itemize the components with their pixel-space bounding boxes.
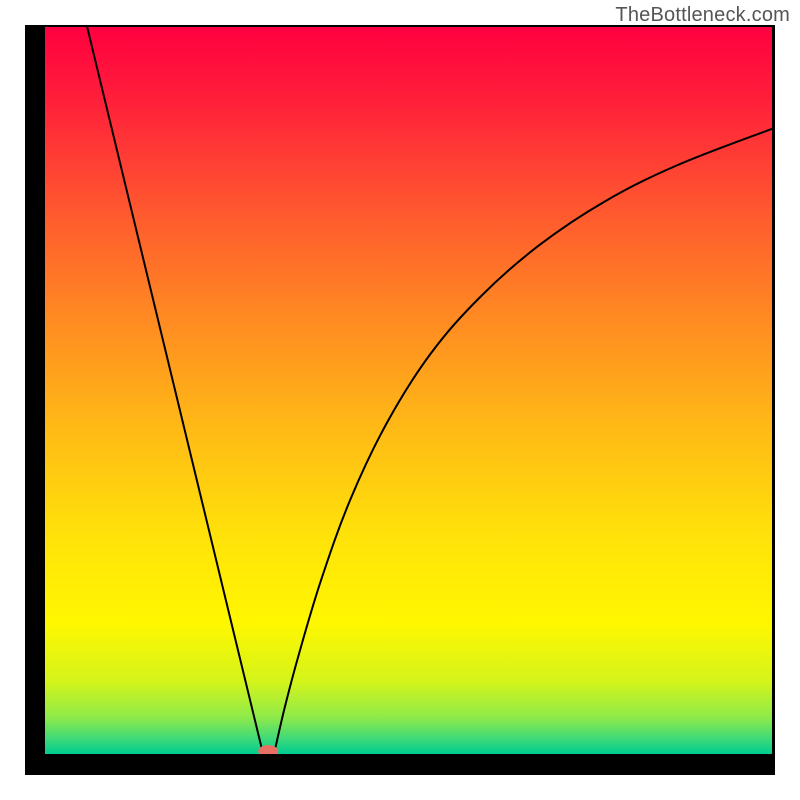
chart-plot-area (45, 27, 772, 754)
bottleneck-chart: TheBottleneck.com (0, 0, 800, 800)
chart-svg (0, 0, 800, 800)
watermark-text: TheBottleneck.com (615, 4, 790, 27)
